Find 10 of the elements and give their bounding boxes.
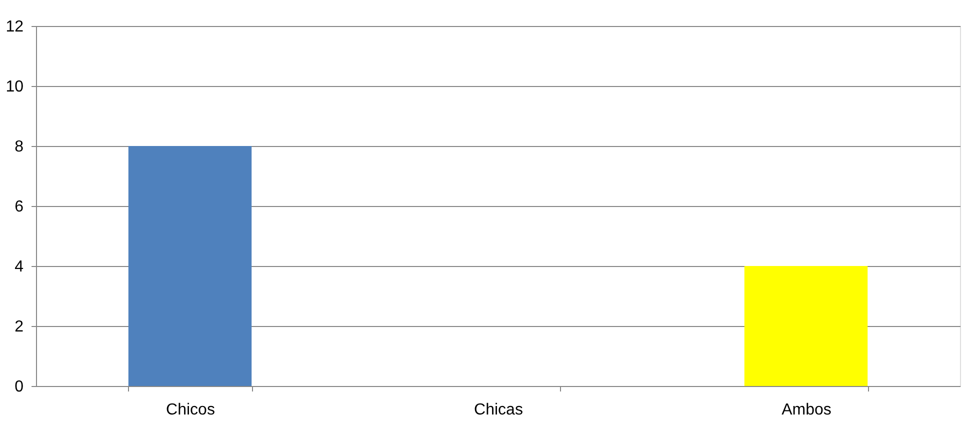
y-tick-label: 4 [14,258,24,276]
y-tick-label: 12 [6,18,24,36]
y-tick-label: 6 [14,198,24,216]
y-tick-label: 0 [14,378,24,396]
x-tick-label: Chicos [166,402,215,418]
x-tick-label: Chicas [474,402,523,418]
y-tick-label: 10 [6,78,24,96]
x-tick-label: Ambos [782,402,832,418]
y-tick-label: 2 [14,318,24,336]
y-tick-label: 8 [14,138,24,156]
